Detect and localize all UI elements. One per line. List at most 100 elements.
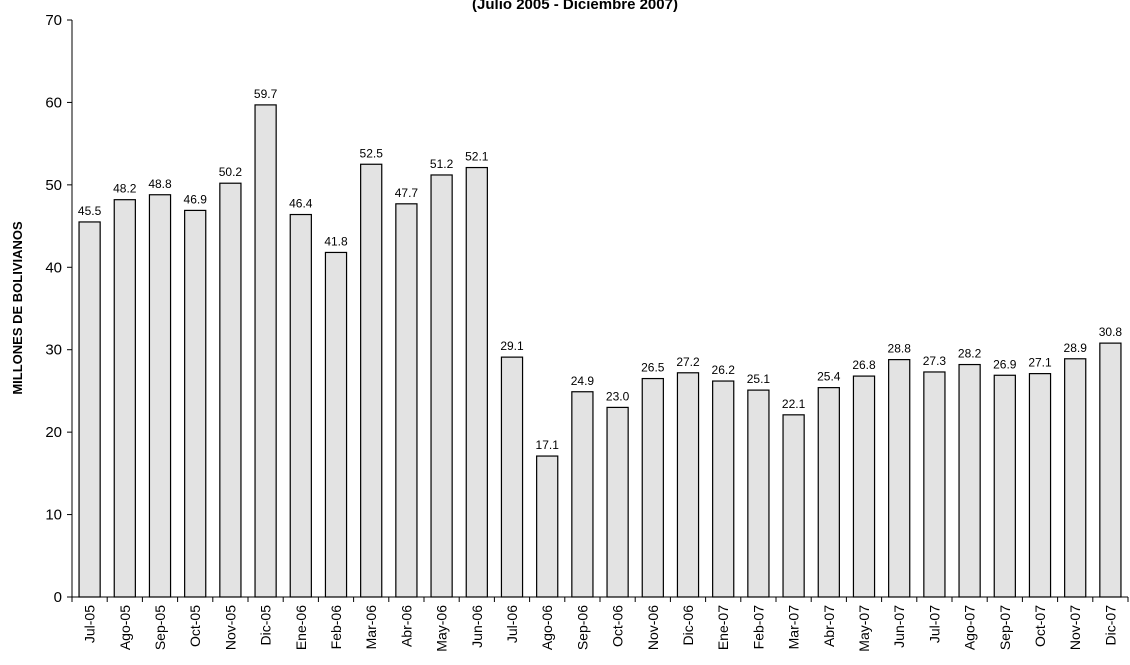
x-tick-label: Dic-06 <box>680 605 696 646</box>
data-label: 26.8 <box>852 358 876 372</box>
x-tick-label: May-06 <box>434 605 450 652</box>
x-tick-label: Oct-06 <box>610 605 626 647</box>
data-label: 26.5 <box>641 361 665 375</box>
bars <box>78 104 1122 598</box>
bar-dic-07 <box>1099 342 1122 598</box>
bar-nov-07 <box>1064 358 1087 598</box>
x-tick-label: Jul-05 <box>82 605 98 643</box>
bar-mar-06 <box>360 163 383 598</box>
bar-nov-06 <box>641 377 664 598</box>
y-tick-label: 10 <box>45 507 62 524</box>
x-tick-label: Ago-07 <box>962 605 978 650</box>
bar-jul-06 <box>500 356 524 598</box>
bar-may-06 <box>430 174 453 598</box>
data-label: 17.1 <box>536 438 560 452</box>
y-tick-label: 20 <box>45 424 62 441</box>
x-tick-label: Dic-05 <box>258 605 274 646</box>
bar-jul-05 <box>78 221 101 598</box>
x-tick-label: Abr-06 <box>398 605 414 647</box>
data-label: 52.5 <box>360 146 384 160</box>
data-label: 52.1 <box>465 150 489 164</box>
bar-nov-05 <box>219 182 242 598</box>
bar-ago-05 <box>113 199 136 598</box>
x-tick-label: Sep-07 <box>997 605 1013 650</box>
bar-abr-07 <box>817 387 840 598</box>
bar-ago-07 <box>958 363 981 598</box>
data-label: 48.2 <box>113 182 137 196</box>
y-tick-label: 30 <box>45 342 62 359</box>
data-label: 48.8 <box>148 177 172 191</box>
bar-ago-06 <box>536 455 559 598</box>
data-label: 50.2 <box>219 165 243 179</box>
bar-abr-06 <box>395 203 418 598</box>
bar-sep-05 <box>148 194 172 598</box>
data-label: 28.2 <box>958 347 982 361</box>
bar-jul-07 <box>923 371 946 598</box>
data-label: 46.4 <box>289 197 313 211</box>
data-label: 26.2 <box>712 363 736 377</box>
bar-may-07 <box>852 375 876 598</box>
x-tick-label: Jul-07 <box>926 605 942 643</box>
x-tick-label: Ago-06 <box>539 605 555 650</box>
y-tick-label: 0 <box>54 589 62 606</box>
data-labels: 45.5 48.2 48.8 46.9 50.2 59.7 46.4 41.8 52.5 47.7… <box>78 87 1122 452</box>
x-tick-label: Nov-05 <box>222 605 238 650</box>
data-label: 23.0 <box>606 389 630 403</box>
data-label: 28.8 <box>888 342 912 356</box>
data-label: 45.5 <box>78 204 102 218</box>
data-label: 27.2 <box>676 355 700 369</box>
x-tick-label: May-07 <box>856 605 872 652</box>
bar-jun-07 <box>888 359 911 598</box>
y-tick-label: 60 <box>45 94 62 111</box>
bar-jun-06 <box>465 166 488 598</box>
y-tick-label: 50 <box>45 177 62 194</box>
data-label: 46.9 <box>184 192 208 206</box>
bar-feb-07 <box>747 389 770 598</box>
x-tick-label: Feb-06 <box>328 605 344 650</box>
data-label: 51.2 <box>430 157 454 171</box>
data-label: 25.1 <box>747 372 771 386</box>
data-label: 59.7 <box>254 87 278 101</box>
x-axis: Jul-05 Ago-05 Sep-05 Oct-05 Nov-05 Dic-05 Ene-… <box>71 596 1129 652</box>
bar-feb-06 <box>324 251 348 598</box>
bar-sep-07 <box>993 374 1016 598</box>
x-tick-label: Mar-06 <box>363 605 379 650</box>
bar-dic-06 <box>676 372 700 598</box>
x-tick-label: Nov-06 <box>645 605 661 650</box>
x-tick-label: Jun-07 <box>891 605 907 648</box>
x-tick-label: Oct-07 <box>1032 605 1048 647</box>
x-tick-label: Ene-06 <box>293 605 309 650</box>
x-tick-label: Sep-06 <box>574 605 590 650</box>
data-label: 26.9 <box>993 357 1017 371</box>
x-tick-label: Jul-06 <box>504 605 520 643</box>
data-label: 41.8 <box>324 234 348 248</box>
x-tick-label: Ago-05 <box>117 605 133 650</box>
x-tick-label: Oct-05 <box>187 605 203 647</box>
x-tick-label: Feb-07 <box>750 605 766 650</box>
data-label: 27.3 <box>923 354 947 368</box>
x-tick-label: Sep-05 <box>152 605 168 650</box>
x-tick-label: Nov-07 <box>1067 605 1083 650</box>
data-label: 30.8 <box>1099 325 1123 339</box>
data-label: 24.9 <box>571 374 595 388</box>
bar-ene-07 <box>712 380 735 598</box>
bar-sep-06 <box>571 391 594 598</box>
y-tick-label: 70 <box>45 12 62 29</box>
x-tick-label: Ene-07 <box>715 605 731 650</box>
x-tick-label: Jun-06 <box>469 605 485 648</box>
x-tick-label: Dic-07 <box>1102 605 1118 646</box>
data-label: 29.1 <box>500 339 524 353</box>
x-tick-label: Abr-07 <box>821 605 837 647</box>
y-tick-label: 40 <box>45 259 62 276</box>
bar-oct-05 <box>184 209 207 598</box>
y-axis: 0 10 20 30 40 50 60 70 <box>45 12 73 606</box>
bar-ene-06 <box>289 213 312 598</box>
y-axis-label: MILLONES DE BOLIVIANOS <box>10 221 25 395</box>
data-label: 25.4 <box>817 370 841 384</box>
data-label: 28.9 <box>1064 341 1088 355</box>
data-label: 27.1 <box>1028 356 1052 370</box>
bar-mar-07 <box>782 414 805 598</box>
chart-subtitle: (Julio 2005 - Diciembre 2007) <box>472 0 678 13</box>
x-tick-label: Mar-07 <box>786 605 802 650</box>
